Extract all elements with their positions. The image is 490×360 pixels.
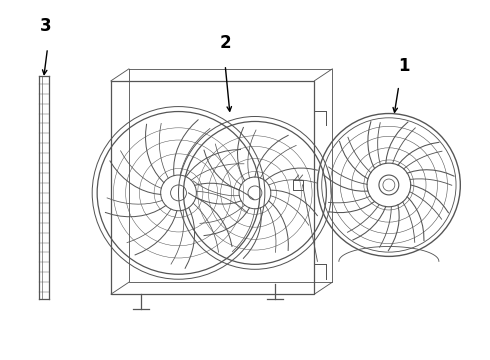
Text: 3: 3 [40, 17, 51, 35]
Text: 1: 1 [398, 57, 410, 75]
Text: 2: 2 [220, 34, 231, 52]
